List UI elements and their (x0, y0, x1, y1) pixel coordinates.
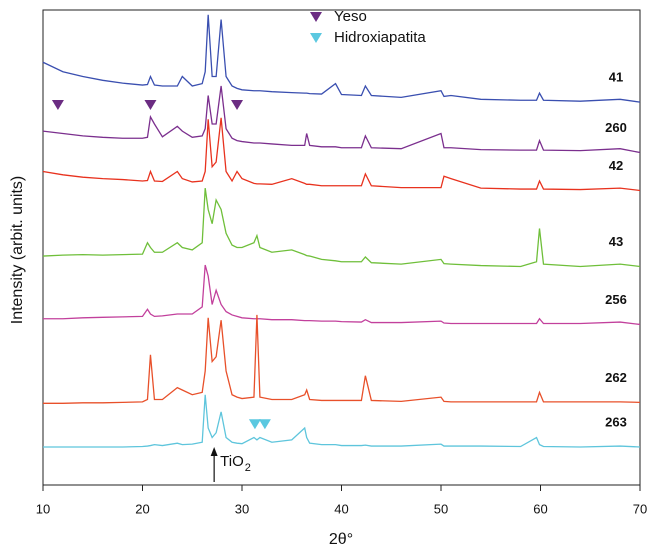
y-axis-title: Intensity (arbit. units) (9, 176, 26, 325)
annotation-text: TiO (220, 453, 244, 470)
legend-symbol (310, 33, 322, 43)
peak-marker (258, 419, 271, 430)
plot-frame (42, 9, 641, 486)
peak-marker (144, 100, 157, 110)
peak-marker (51, 100, 64, 110)
series-label: 262 (605, 370, 627, 385)
series-line (42, 117, 641, 192)
x-axis-title: 2θ° (329, 531, 353, 548)
x-tick-label: 60 (533, 501, 547, 516)
series-label: 260 (605, 120, 627, 135)
series-line (42, 188, 641, 268)
x-tick-label: 20 (135, 501, 149, 516)
series-line (42, 14, 641, 103)
annotation-subscript: 2 (245, 462, 251, 474)
series-label: 263 (605, 414, 627, 429)
peak-marker (248, 419, 261, 430)
legend-label: Yeso (334, 8, 367, 25)
series-label: 256 (605, 292, 627, 307)
x-tick-label: 50 (434, 501, 448, 516)
x-tick-label: 30 (235, 501, 249, 516)
legend-symbol (310, 12, 322, 22)
x-tick-label: 40 (334, 501, 348, 516)
series-line (42, 85, 641, 154)
series-line (43, 264, 641, 326)
series-label: 41 (609, 70, 623, 85)
series-line (43, 394, 641, 448)
series-label: 42 (609, 158, 623, 173)
series-label: 43 (609, 234, 623, 249)
legend-label: Hidroxiapatita (334, 29, 426, 46)
x-tick-label: 70 (633, 501, 647, 516)
x-tick-label: 10 (36, 501, 50, 516)
series-line (43, 314, 641, 404)
peak-marker (231, 100, 244, 110)
annotation-arrowhead (210, 447, 218, 456)
